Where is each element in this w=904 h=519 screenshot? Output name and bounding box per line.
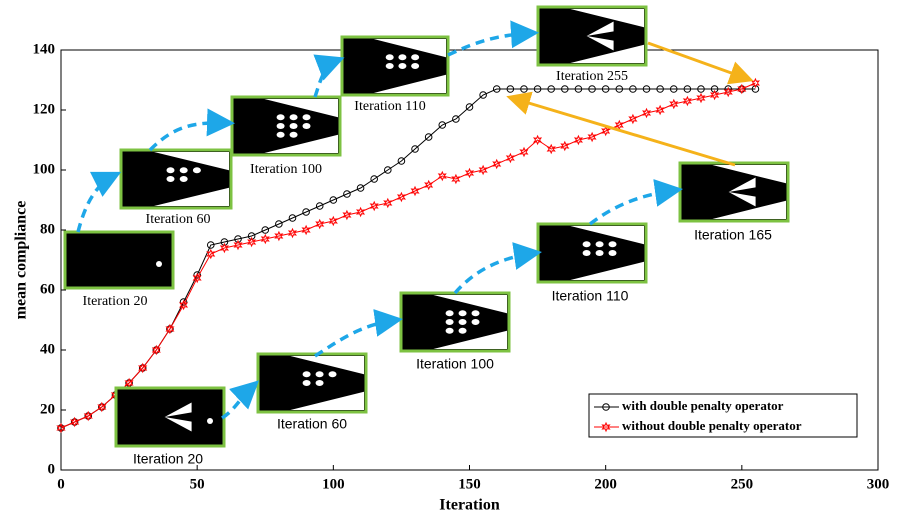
inset-void	[596, 250, 604, 256]
inset-void	[303, 380, 311, 386]
inset-void	[446, 328, 454, 334]
inset-void	[277, 132, 285, 138]
inset-void	[596, 241, 604, 247]
inset-void	[290, 123, 298, 129]
x-axis-label: Iteration	[439, 497, 500, 514]
inset-void	[386, 54, 394, 60]
inset-image	[116, 388, 224, 446]
y-tick-label: 120	[33, 101, 56, 117]
inset-label: Iteration 110	[552, 288, 629, 304]
inset-void	[156, 261, 162, 267]
inset-void	[316, 371, 324, 377]
inset-void	[411, 54, 419, 60]
legend-label: without double penalty operator	[622, 418, 802, 433]
inset-void	[277, 123, 285, 129]
inset-void	[446, 310, 454, 316]
y-tick-label: 20	[40, 401, 55, 417]
inset-label: Iteration 60	[146, 212, 211, 227]
y-tick-label: 80	[40, 221, 55, 237]
y-tick-label: 40	[40, 341, 55, 357]
inset-void	[303, 114, 311, 120]
x-tick-label: 300	[867, 476, 890, 492]
inset-void	[446, 319, 454, 325]
legend-label: with double penalty operator	[622, 398, 784, 413]
inset-label: Iteration 165	[694, 227, 772, 243]
inset-void	[609, 241, 617, 247]
inset-label: Iteration 20	[83, 294, 148, 309]
inset-void	[386, 63, 394, 69]
inset-void	[398, 54, 406, 60]
inset-void	[277, 114, 285, 120]
inset-void	[316, 380, 324, 386]
inset-void	[609, 250, 617, 256]
y-tick-label: 100	[33, 161, 56, 177]
inset-void	[459, 328, 467, 334]
inset-void	[180, 176, 188, 182]
y-tick-label: 140	[33, 41, 56, 57]
inset-void	[193, 167, 201, 173]
x-tick-label: 200	[594, 476, 617, 492]
inset-void	[303, 123, 311, 129]
inset-void	[290, 132, 298, 138]
x-tick-label: 100	[322, 476, 345, 492]
inset-image	[65, 232, 173, 288]
inset-void	[411, 63, 419, 69]
inset-void	[398, 63, 406, 69]
inset-void	[459, 319, 467, 325]
inset-void	[329, 371, 337, 377]
inset-label: Iteration 255	[556, 69, 628, 84]
inset-void	[167, 176, 175, 182]
y-tick-label: 0	[48, 461, 56, 477]
y-tick-label: 60	[40, 281, 55, 297]
inset-void	[167, 167, 175, 173]
chart: 0 50 100 150 200 250 300 0 20 40 60 80 100 120 140 Iter…	[0, 0, 904, 519]
inset-label: Iteration 110	[354, 99, 425, 114]
inset-void	[290, 114, 298, 120]
inset-void	[583, 250, 591, 256]
inset-label: Iteration 60	[277, 416, 347, 432]
inset-void	[583, 241, 591, 247]
x-tick-label: 150	[458, 476, 481, 492]
x-tick-label: 0	[57, 476, 65, 492]
y-axis-label: mean compliance	[13, 201, 30, 320]
inset-void	[459, 310, 467, 316]
inset-void	[180, 167, 188, 173]
inset-label: Iteration 100	[416, 356, 494, 372]
inset-label: Iteration 100	[250, 162, 322, 177]
inset-label: Iteration 20	[133, 451, 203, 467]
x-tick-label: 50	[190, 476, 205, 492]
data-point	[752, 79, 759, 87]
inset-void	[472, 310, 480, 316]
inset-void	[207, 418, 213, 424]
x-tick-label: 250	[731, 476, 754, 492]
inset-void	[472, 319, 480, 325]
inset-void	[303, 371, 311, 377]
